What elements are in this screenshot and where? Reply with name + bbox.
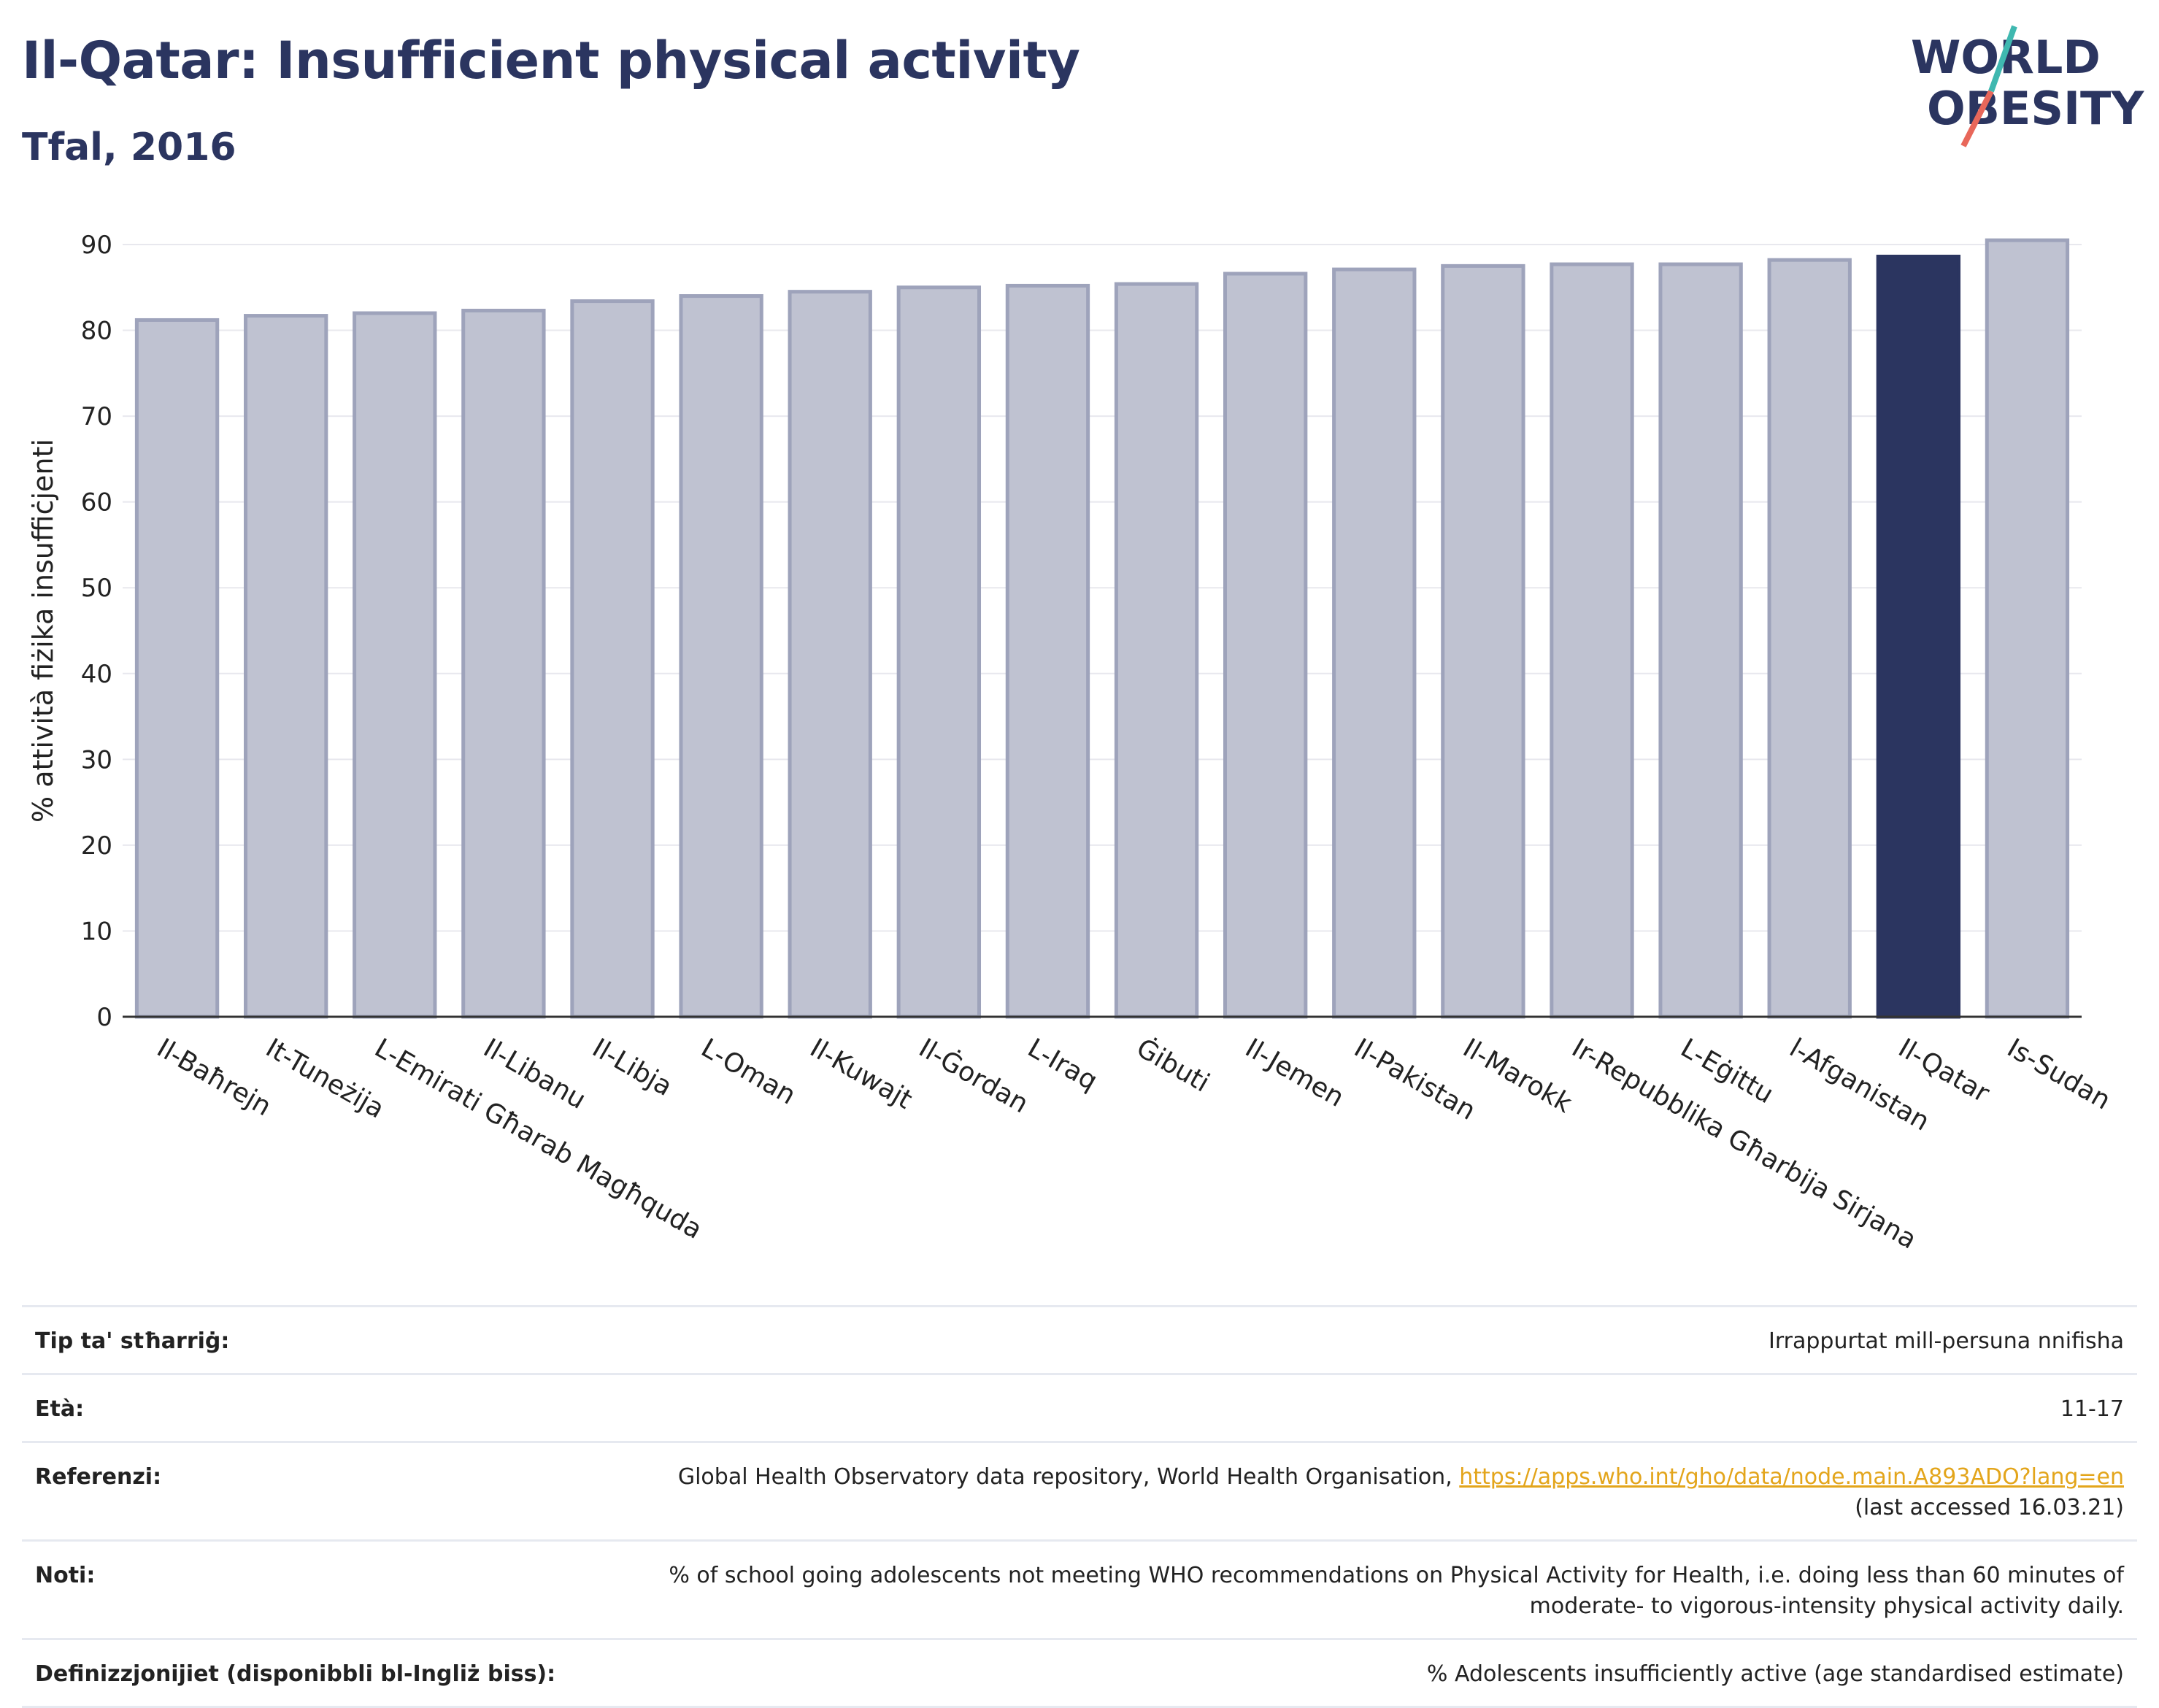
info-value: Global Health Observatory data repositor… [678,1462,2124,1523]
y-axis-title: % attività fiżika insuffiċjenti [27,439,59,823]
page-subtitle: Tfal, 2016 [22,126,236,169]
y-tick-label: 80 [81,317,112,346]
bar [353,311,437,1019]
bar [1767,258,1852,1019]
bar [461,309,546,1019]
bar [679,294,763,1019]
x-tick-label: Is-Sudan [2002,1033,2115,1115]
bar [1114,282,1199,1019]
bar [1550,262,1634,1019]
info-key: Definizzjonijiet (disponibbli bl-Ingliż … [35,1661,556,1687]
bar [1223,272,1308,1019]
bar [1985,238,2070,1019]
reference-accessed: (last accessed 16.03.21) [1855,1495,2124,1520]
bar [243,314,328,1019]
x-tick-label: Il-Libja [588,1033,677,1102]
info-key: Referenzi: [35,1464,162,1490]
info-key: Tip ta' stħarriġ: [35,1328,230,1354]
info-row-notes: Noti: % of school going adolescents not … [22,1539,2137,1638]
x-tick-label: Il-Kuwajt [805,1033,917,1115]
bar [896,285,982,1019]
logo-slash-teal [1988,25,2017,93]
bars [134,238,2070,1019]
bar [1005,283,1090,1019]
info-key: Età: [35,1396,85,1422]
info-table: Tip ta' stħarriġ: Irrappurtat mill-persu… [22,1305,2137,1708]
reference-text: Global Health Observatory data repositor… [677,1464,1460,1490]
bar-chart: 0 10 20 30 40 50 60 70 80 90 Il-BaħrejnIt-Tuneżija… [27,231,2115,1255]
bar [134,318,220,1019]
x-tick-label: L-Oman [696,1033,801,1110]
y-tick-label: 10 [81,917,112,946]
bar [1658,262,1743,1019]
y-tick-label: 40 [81,660,112,689]
info-value: Irrappurtat mill-persuna nnifisha [1768,1328,2124,1354]
x-tick-label: Ġibuti [1131,1032,1215,1098]
x-tick-label: Il-Pakistan [1349,1033,1480,1126]
page-title: Il-Qatar: Insufficient physical activity [22,31,1080,91]
y-tick-label: 70 [81,402,112,431]
y-tick-label: 90 [81,231,112,260]
bar [788,290,872,1019]
x-tick-label: L-Iraq [1023,1033,1102,1096]
bar-highlighted [1876,254,1961,1019]
logo-slash-red [1960,90,1994,147]
world-obesity-logo: WORLD OBESITY [1911,25,2144,147]
bar [1441,263,1525,1019]
x-tick-label: It-Tuneżija [261,1033,389,1124]
info-value: 11-17 [2060,1396,2124,1422]
logo-line2: OBESITY [1927,82,2144,135]
y-tick-label: 60 [81,488,112,518]
x-tick-label: Il-Jemen [1240,1033,1349,1113]
y-tick-label: 0 [96,1003,112,1032]
info-row-age: Età: 11-17 [22,1373,2137,1441]
grid-lines [123,244,2082,932]
y-tick-label: 30 [81,745,112,774]
info-row-definitions: Definizzjonijiet (disponibbli bl-Ingliż … [22,1638,2137,1708]
y-tick-label: 20 [81,831,112,861]
reference-link[interactable]: https://apps.who.int/gho/data/node.main.… [1459,1464,2124,1490]
info-row-survey-type: Tip ta' stħarriġ: Irrappurtat mill-persu… [22,1305,2137,1373]
bar [570,299,655,1019]
info-value: % Adolescents insufficiently active (age… [1426,1661,2124,1687]
bar [1332,267,1417,1019]
info-value: % of school going adolescents not meetin… [669,1563,2124,1619]
info-key: Noti: [35,1563,96,1588]
y-tick-label: 50 [81,574,112,603]
x-tick-label: Il-Ġordan [914,1032,1034,1119]
x-tick-label: Il-Baħrejn [152,1033,276,1122]
info-row-references: Referenzi: Global Health Observatory dat… [22,1441,2137,1539]
